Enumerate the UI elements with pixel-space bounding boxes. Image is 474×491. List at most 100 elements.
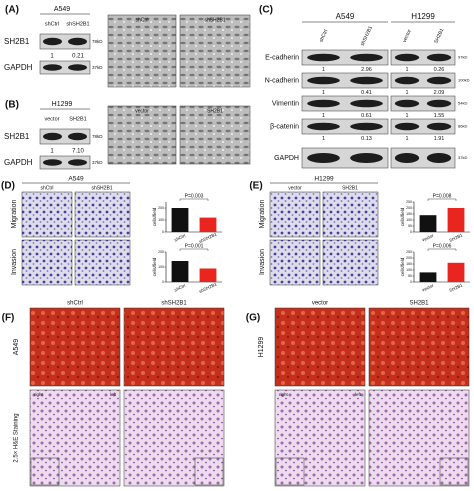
- lung-photo: [274, 307, 366, 387]
- band: [394, 99, 420, 108]
- cell-line: A549: [13, 339, 20, 355]
- panel-label: (G): [246, 313, 260, 324]
- band: [426, 99, 452, 108]
- p-value: P=0.006: [433, 243, 452, 249]
- bracket: [427, 198, 457, 201]
- column-label: SH2B1: [409, 301, 429, 307]
- ratio: 0.61: [361, 113, 372, 119]
- bracket: [179, 248, 209, 251]
- band: [68, 37, 87, 46]
- row-label: Migration: [11, 200, 18, 229]
- panel-label: (D): [1, 181, 15, 192]
- panel-label: (A): [5, 5, 19, 16]
- size-label: 78kD: [92, 134, 103, 139]
- y-axis-label: cells/field: [400, 207, 405, 226]
- ratio: 0.13: [361, 136, 372, 142]
- p-value: P=0.008: [433, 193, 452, 199]
- column-label: shSH2B1: [161, 301, 187, 307]
- ratio: 1: [50, 149, 54, 155]
- bracket: [179, 198, 209, 201]
- side-label: right: [34, 392, 44, 397]
- row-label: Invasion: [11, 249, 18, 275]
- row-label: β-catenin: [270, 123, 299, 130]
- y-tick-label: 250: [406, 250, 412, 254]
- row-label: GAPDH: [274, 155, 299, 162]
- y-tick-label: 0: [410, 280, 412, 284]
- band: [43, 159, 62, 166]
- row-label: N-cadherin: [265, 77, 299, 84]
- image-label: shSH2B1: [204, 17, 225, 23]
- row-label: E-cadherin: [265, 54, 299, 61]
- band: [68, 159, 87, 166]
- y-tick-label: 50: [408, 224, 412, 228]
- inset: [194, 457, 224, 486]
- band: [426, 76, 452, 85]
- cell-line: H1299: [258, 337, 265, 358]
- row-label: Migration: [259, 200, 266, 229]
- p-value: P=0.001: [185, 243, 204, 249]
- lane-label: SH2B1: [433, 27, 445, 44]
- lane-label: SH2B1: [69, 116, 86, 122]
- lane-label: shCtrl: [318, 29, 329, 43]
- cell-line: H1299: [314, 176, 334, 183]
- lane-label: vector: [45, 116, 60, 122]
- cell-line: A549: [336, 12, 355, 21]
- band: [350, 122, 383, 131]
- cell-image: [179, 14, 251, 88]
- band: [394, 153, 420, 163]
- band: [350, 153, 383, 163]
- bar: [199, 217, 217, 232]
- y-tick-label: 250: [406, 200, 412, 204]
- stain-image: [322, 239, 379, 286]
- panel-label: (E): [249, 181, 262, 192]
- y-tick-label: 200: [406, 206, 412, 210]
- size-label: 54kD: [458, 101, 467, 106]
- size-label: 37kD: [92, 65, 103, 70]
- band: [426, 153, 452, 163]
- band: [426, 53, 452, 62]
- cell-line: A549: [68, 176, 84, 183]
- lane-label: shSH2B1: [360, 25, 374, 47]
- band: [43, 64, 62, 71]
- y-tick-label: 200: [406, 256, 412, 260]
- band: [350, 99, 383, 108]
- band: [307, 99, 340, 108]
- row-label: SH2B1: [4, 132, 30, 141]
- image-label: shCtrl: [135, 17, 148, 23]
- band: [426, 122, 452, 131]
- inset: [30, 457, 60, 486]
- panel-label: (C): [259, 5, 273, 16]
- ratio: 1.55: [434, 113, 445, 119]
- staining-label: 2.5× H&E Staining: [14, 413, 20, 462]
- band: [394, 122, 420, 131]
- band: [394, 53, 420, 62]
- column-label: shSH2B1: [91, 185, 112, 191]
- size-label: 97kD: [458, 55, 467, 60]
- y-tick-label: 200: [158, 250, 164, 254]
- y-axis-label: cells/field: [152, 207, 157, 226]
- stain-image: [21, 239, 73, 286]
- row-label: GAPDH: [4, 158, 33, 167]
- stain-image: [74, 239, 131, 286]
- ratio: 0.26: [434, 67, 445, 73]
- x-tick-label: vector: [421, 233, 435, 243]
- stain-image: [322, 191, 379, 238]
- y-tick-label: 100: [406, 218, 412, 222]
- side-label: left: [110, 392, 117, 397]
- ratio: 1: [405, 113, 408, 119]
- inset: [275, 457, 305, 486]
- y-tick-label: 150: [406, 262, 412, 266]
- cell-image: [107, 14, 177, 88]
- stain-image: [269, 191, 321, 238]
- side-label: right: [279, 392, 289, 397]
- cell-line: H1299: [52, 101, 73, 108]
- bar: [171, 208, 189, 232]
- row-label: Invasion: [259, 249, 266, 275]
- x-tick-label: shSH2B1: [198, 231, 218, 244]
- y-tick-label: 100: [158, 265, 164, 269]
- p-value: P=0.003: [185, 193, 204, 199]
- band: [68, 64, 87, 71]
- y-tick-label: 150: [406, 212, 412, 216]
- ratio: 1: [322, 113, 325, 119]
